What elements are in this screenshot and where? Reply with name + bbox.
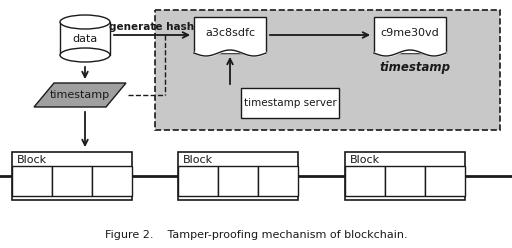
FancyBboxPatch shape <box>241 88 339 118</box>
Text: c9me30vd: c9me30vd <box>380 28 439 38</box>
Ellipse shape <box>60 15 110 29</box>
FancyBboxPatch shape <box>425 166 465 196</box>
FancyBboxPatch shape <box>385 166 425 196</box>
Text: Block: Block <box>183 155 213 165</box>
Text: a3c8sdfc: a3c8sdfc <box>205 28 255 38</box>
FancyBboxPatch shape <box>12 152 132 200</box>
FancyBboxPatch shape <box>345 152 465 200</box>
FancyBboxPatch shape <box>194 17 266 53</box>
Text: timestamp server: timestamp server <box>244 98 336 108</box>
Text: timestamp: timestamp <box>379 61 451 73</box>
Text: timestamp: timestamp <box>50 90 110 100</box>
Polygon shape <box>34 83 126 107</box>
FancyBboxPatch shape <box>218 166 258 196</box>
FancyBboxPatch shape <box>258 166 298 196</box>
FancyBboxPatch shape <box>178 166 218 196</box>
Text: data: data <box>72 33 98 43</box>
Ellipse shape <box>60 48 110 62</box>
Text: generate hash: generate hash <box>110 22 195 32</box>
FancyBboxPatch shape <box>155 10 500 130</box>
Text: Block: Block <box>350 155 380 165</box>
FancyBboxPatch shape <box>92 166 132 196</box>
FancyBboxPatch shape <box>374 17 446 53</box>
FancyBboxPatch shape <box>12 166 52 196</box>
Text: Figure 2.    Tamper-proofing mechanism of blockchain.: Figure 2. Tamper-proofing mechanism of b… <box>104 230 408 240</box>
Text: Block: Block <box>17 155 47 165</box>
FancyBboxPatch shape <box>60 22 110 55</box>
FancyBboxPatch shape <box>52 166 92 196</box>
FancyBboxPatch shape <box>178 152 298 200</box>
FancyBboxPatch shape <box>345 166 385 196</box>
